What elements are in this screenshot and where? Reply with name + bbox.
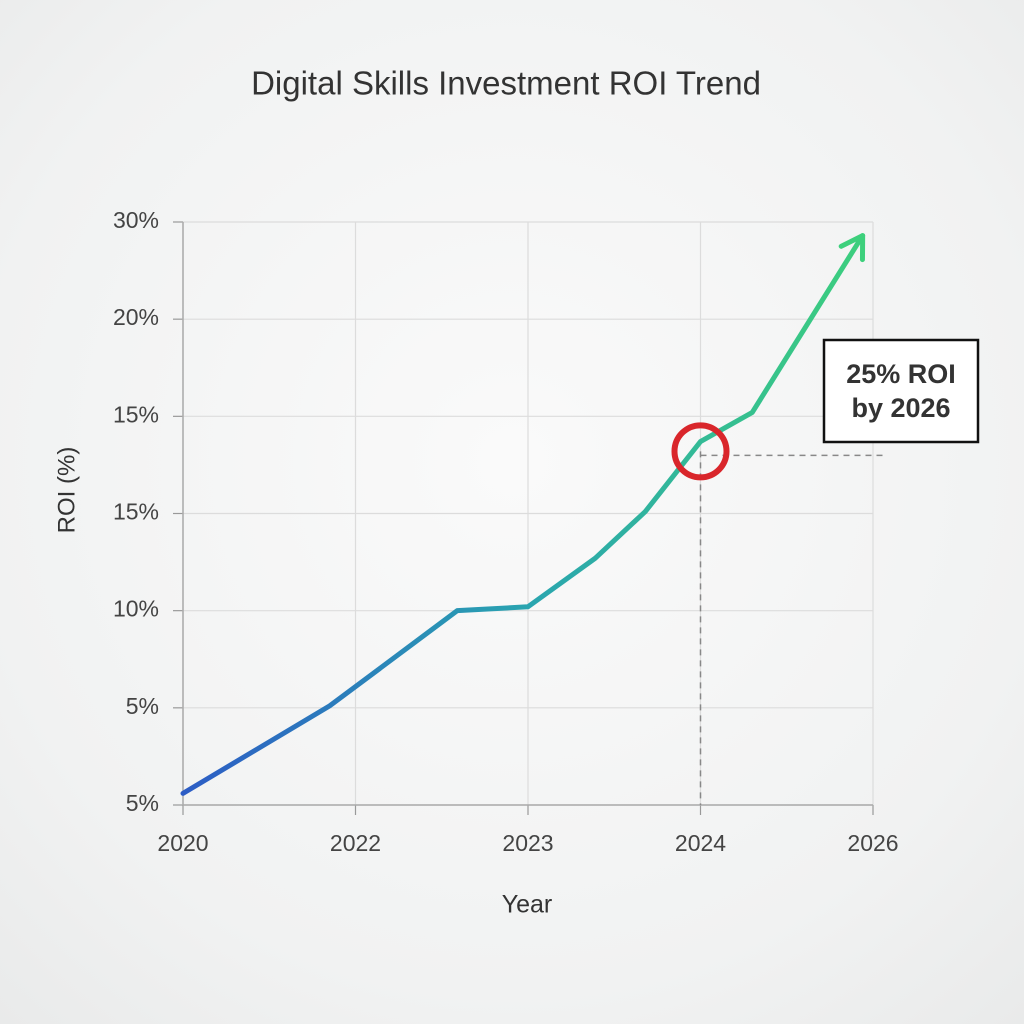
highlight-marker [671,422,730,481]
grid: 5% 5% 10% 15% 15% 20% 30% 2020 2022 2023 2024 2026 [113,207,899,856]
annotation-box: 25% ROI by 2026 [822,338,980,444]
x-tick-label: 2022 [330,830,381,856]
y-tick-label: 15% [113,401,159,427]
x-tick-label: 2026 [847,830,898,856]
annotation-text: by 2026 [851,393,950,423]
y-tick-label: 20% [113,304,159,330]
y-tick-label: 5% [126,693,159,719]
x-tick-label: 2023 [502,830,553,856]
x-tick-label: 2020 [157,830,208,856]
chart-title: Digital Skills Investment ROI Trend [251,65,761,102]
y-tick-label: 15% [113,499,159,525]
line-series [180,233,866,796]
y-tick-label: 10% [113,596,159,622]
y-tick-label: 5% [126,790,159,816]
plot [180,233,885,805]
y-axis-label: ROI (%) [53,447,80,534]
x-axis-label: Year [502,891,553,919]
annotation-text: 25% ROI [846,359,956,389]
x-tick-label: 2024 [675,830,726,856]
annotation-frame [822,338,980,444]
y-tick-label: 30% [113,207,159,233]
arrow-head [838,233,866,263]
